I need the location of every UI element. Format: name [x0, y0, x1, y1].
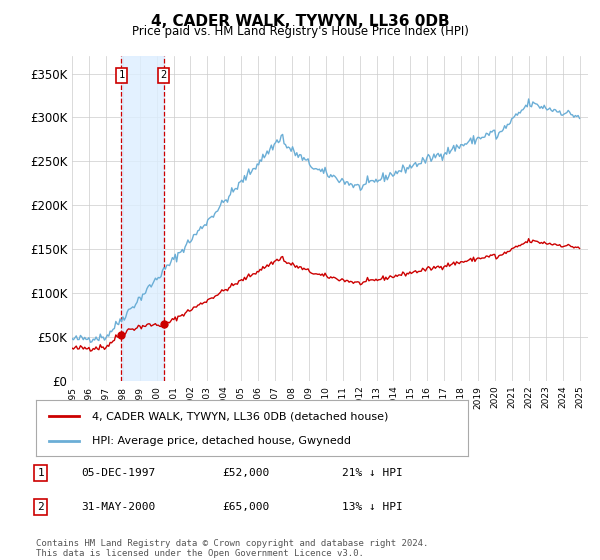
Text: Price paid vs. HM Land Registry's House Price Index (HPI): Price paid vs. HM Land Registry's House … — [131, 25, 469, 38]
Text: 4, CADER WALK, TYWYN, LL36 0DB: 4, CADER WALK, TYWYN, LL36 0DB — [151, 14, 449, 29]
Text: 13% ↓ HPI: 13% ↓ HPI — [342, 502, 403, 512]
Text: 1: 1 — [118, 71, 125, 80]
Text: 05-DEC-1997: 05-DEC-1997 — [81, 468, 155, 478]
Text: £65,000: £65,000 — [222, 502, 269, 512]
Text: 1: 1 — [37, 468, 44, 478]
Text: 31-MAY-2000: 31-MAY-2000 — [81, 502, 155, 512]
Text: 21% ↓ HPI: 21% ↓ HPI — [342, 468, 403, 478]
Text: HPI: Average price, detached house, Gwynedd: HPI: Average price, detached house, Gwyn… — [92, 436, 351, 446]
Text: 2: 2 — [37, 502, 44, 512]
Text: Contains HM Land Registry data © Crown copyright and database right 2024.
This d: Contains HM Land Registry data © Crown c… — [36, 539, 428, 558]
Bar — [121, 56, 164, 381]
Text: 2: 2 — [161, 71, 167, 80]
Text: 4, CADER WALK, TYWYN, LL36 0DB (detached house): 4, CADER WALK, TYWYN, LL36 0DB (detached… — [92, 411, 389, 421]
Text: £52,000: £52,000 — [222, 468, 269, 478]
